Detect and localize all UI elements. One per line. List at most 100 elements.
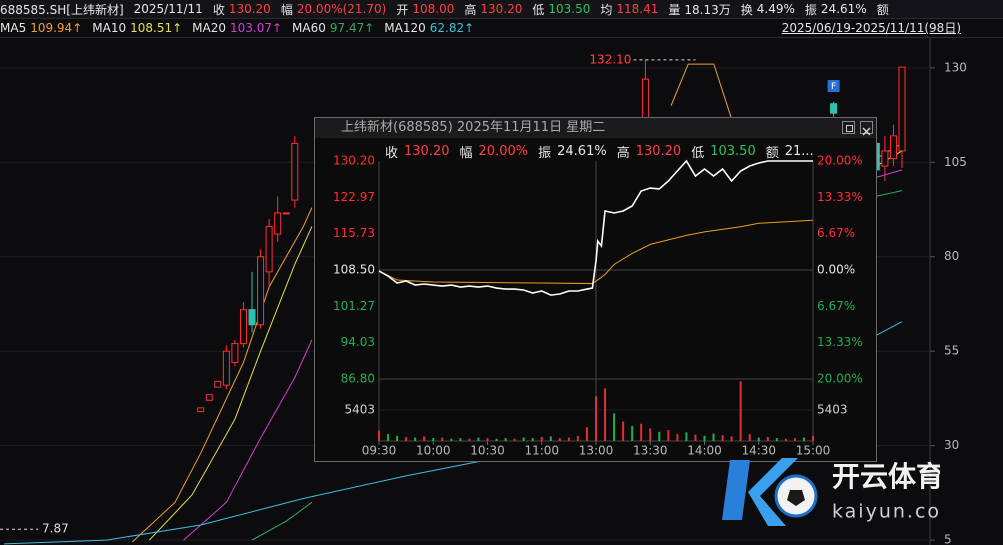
ma-name: MA20 <box>192 21 226 35</box>
info-value: 130.20 <box>404 143 450 159</box>
logo-k <box>748 458 798 526</box>
volume-bar <box>712 433 715 441</box>
volume-bar <box>595 396 597 441</box>
pct-tick-label: 13.33% <box>817 190 863 204</box>
ma-name: MA10 <box>92 21 127 35</box>
volume-bar <box>549 436 552 441</box>
candle-body <box>274 212 282 235</box>
quote-label: 均 <box>600 2 613 17</box>
quote-date: 2025/11/11 <box>133 2 203 16</box>
volume-bar <box>585 427 588 441</box>
info-label: 低 <box>691 145 705 161</box>
ma-name: MA60 <box>292 21 326 35</box>
volume-bar <box>649 428 652 441</box>
popup-title: 上纬新材(688585) 2025年11月11日 星期二 <box>315 118 876 138</box>
volume-bar <box>477 437 480 441</box>
candle-body <box>291 142 299 201</box>
volume-bar <box>730 436 733 441</box>
y-tick-label: 105 <box>944 155 967 169</box>
volume-bar <box>522 437 525 441</box>
low-marker-label: 7.87 <box>42 522 69 536</box>
candle-body <box>898 66 906 152</box>
candle-body <box>231 343 239 364</box>
candle-body <box>214 380 222 388</box>
x-tick-label: 10:30 <box>470 444 505 458</box>
candle-body <box>881 150 889 167</box>
quote-label: 收 <box>212 2 225 17</box>
volume-bar <box>441 437 444 441</box>
volume-bar <box>604 388 607 441</box>
pct-tick-label: 13.33% <box>817 335 863 349</box>
price-tick-label: 108.50 <box>333 263 375 277</box>
volume-bar <box>802 437 805 441</box>
x-tick-label: 09:30 <box>362 444 397 458</box>
volume-bar <box>739 381 742 441</box>
x-tick-label: 13:30 <box>633 444 668 458</box>
quote-label: 量 <box>668 2 681 17</box>
y-tick-label: 80 <box>944 249 959 263</box>
quote-value: 130.20 <box>228 2 271 16</box>
info-label: 幅 <box>459 145 473 161</box>
quote-value: 18.13万 <box>684 2 731 17</box>
quote-value: 103.50 <box>548 2 591 16</box>
volume-bar <box>423 436 426 441</box>
maximize-button[interactable] <box>842 121 855 134</box>
quote-label: 额 <box>876 2 889 17</box>
pct-tick-label: 0.00% <box>817 263 855 277</box>
volume-bar <box>531 438 534 441</box>
high-marker-label: 132.10 <box>589 52 631 66</box>
x-tick-label: 11:00 <box>524 444 559 458</box>
y-tick-label: 30 <box>944 438 959 452</box>
price-tick-label: 101.27 <box>333 299 375 313</box>
x-tick-label: 13:00 <box>579 444 614 458</box>
ma-line <box>149 150 903 541</box>
popup-info: 收 130.20 幅 20.00% 振 24.61% 高 130.20 低 103.50 额 21..… <box>385 142 824 161</box>
watermark-url: kaiyun.com <box>832 501 940 523</box>
logo-k <box>722 460 750 520</box>
volume-bar <box>685 432 688 441</box>
info-label: 收 <box>385 145 399 161</box>
x-tick-label: 15:00 <box>796 444 831 458</box>
volume-bar <box>396 435 399 441</box>
candle-body <box>222 350 230 386</box>
intraday-popup: 130.20 122.97 115.73 108.50 101.27 94.03 86.80… <box>314 117 877 462</box>
volume-bar <box>558 438 561 441</box>
volume-bar <box>694 434 697 441</box>
volume-tick-label: 5403 <box>344 403 375 417</box>
watermark: 开云体育 kaiyun.com <box>722 458 940 526</box>
close-button[interactable] <box>860 121 873 136</box>
quote-label: 幅 <box>280 2 293 17</box>
candle-body <box>889 135 897 160</box>
volume-bar <box>793 438 796 441</box>
info-value: 24.61% <box>557 143 607 159</box>
ma-name: MA5 <box>0 21 27 35</box>
stock-code: 688585.SH[上纬新材] <box>0 2 124 17</box>
quote-value: 130.20 <box>480 2 523 16</box>
date-range[interactable]: 2025/06/19-2025/11/11(98日) <box>781 21 961 35</box>
candle-body <box>239 309 247 345</box>
logo-ball <box>787 490 805 506</box>
info-value: 130.20 <box>635 143 682 159</box>
info-label: 额 <box>765 145 779 161</box>
volume-bar <box>468 438 471 441</box>
quote-label: 换 <box>740 2 753 17</box>
watermark-title: 开云体育 <box>832 460 940 493</box>
y-tick-label: 130 <box>944 60 967 74</box>
candle-body <box>248 309 256 326</box>
price-tick-label: 115.73 <box>333 226 375 240</box>
ma-name: MA120 <box>384 21 426 35</box>
volume-bar <box>513 438 516 441</box>
volume-bar <box>405 436 408 441</box>
average-line <box>378 219 814 285</box>
volume-bar <box>721 435 724 441</box>
flag-box <box>827 80 840 92</box>
volume-bar <box>387 434 390 441</box>
volume-bar <box>766 436 769 441</box>
x-tick-label: 10:00 <box>416 444 451 458</box>
quote-value: 4.49% <box>756 2 795 16</box>
quote-label: 低 <box>532 2 545 17</box>
quote-value: 24.61% <box>820 2 867 16</box>
info-label: 振 <box>538 145 552 161</box>
candle-body <box>265 226 273 273</box>
candle-body <box>197 407 205 413</box>
